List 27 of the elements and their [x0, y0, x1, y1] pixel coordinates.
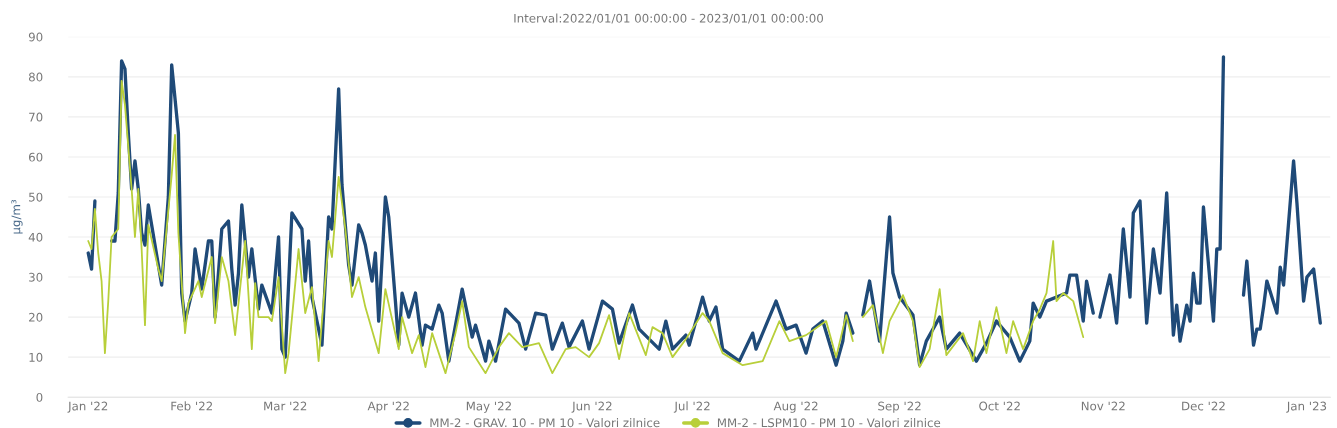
y-tick-label: 80 [28, 72, 43, 82]
x-tick-label: Nov '22 [1081, 401, 1125, 411]
x-tick-label: Jan '23 [1286, 401, 1327, 413]
x-tick-label: Dec '22 [1182, 401, 1225, 411]
x-tick-label: Mar '22 [264, 401, 307, 411]
legend-label: MM-2 - LSPM10 - PM 10 - Valori zilnice [717, 418, 941, 428]
y-tick-label: 60 [28, 152, 43, 162]
y-tick-label: 40 [28, 232, 43, 242]
x-tick-label: Jun '22 [571, 401, 612, 413]
y-tick-label: 50 [29, 192, 43, 202]
y-tick-label: 10 [29, 352, 43, 362]
y-tick-label: 0 [36, 392, 43, 402]
x-tick-label: Sep '22 [878, 401, 921, 413]
x-tick-label: Feb '22 [171, 401, 213, 411]
chart-title: Interval:2022/01/01 00:00:00 - 2023/01/01 00:00:00 [514, 13, 824, 24]
x-tick-label: Oct '22 [979, 401, 1020, 411]
x-tick-label: Jul '22 [673, 401, 710, 413]
legend-label: MM-2 - GRAV. 10 - PM 10 - Valori zilnice [430, 418, 660, 428]
x-tick-label: Aug '22 [773, 401, 818, 413]
y-tick-label: 90 [28, 32, 43, 42]
x-tick-label: Apr '22 [367, 401, 409, 413]
y-axis-title: µg/m³ [11, 199, 23, 234]
y-tick-label: 20 [29, 312, 43, 322]
y-tick-label: 30 [29, 272, 43, 282]
y-tick-label: 70 [29, 112, 43, 122]
x-tick-label: Jan '22 [67, 401, 108, 413]
x-tick-label: May '22 [466, 401, 511, 413]
